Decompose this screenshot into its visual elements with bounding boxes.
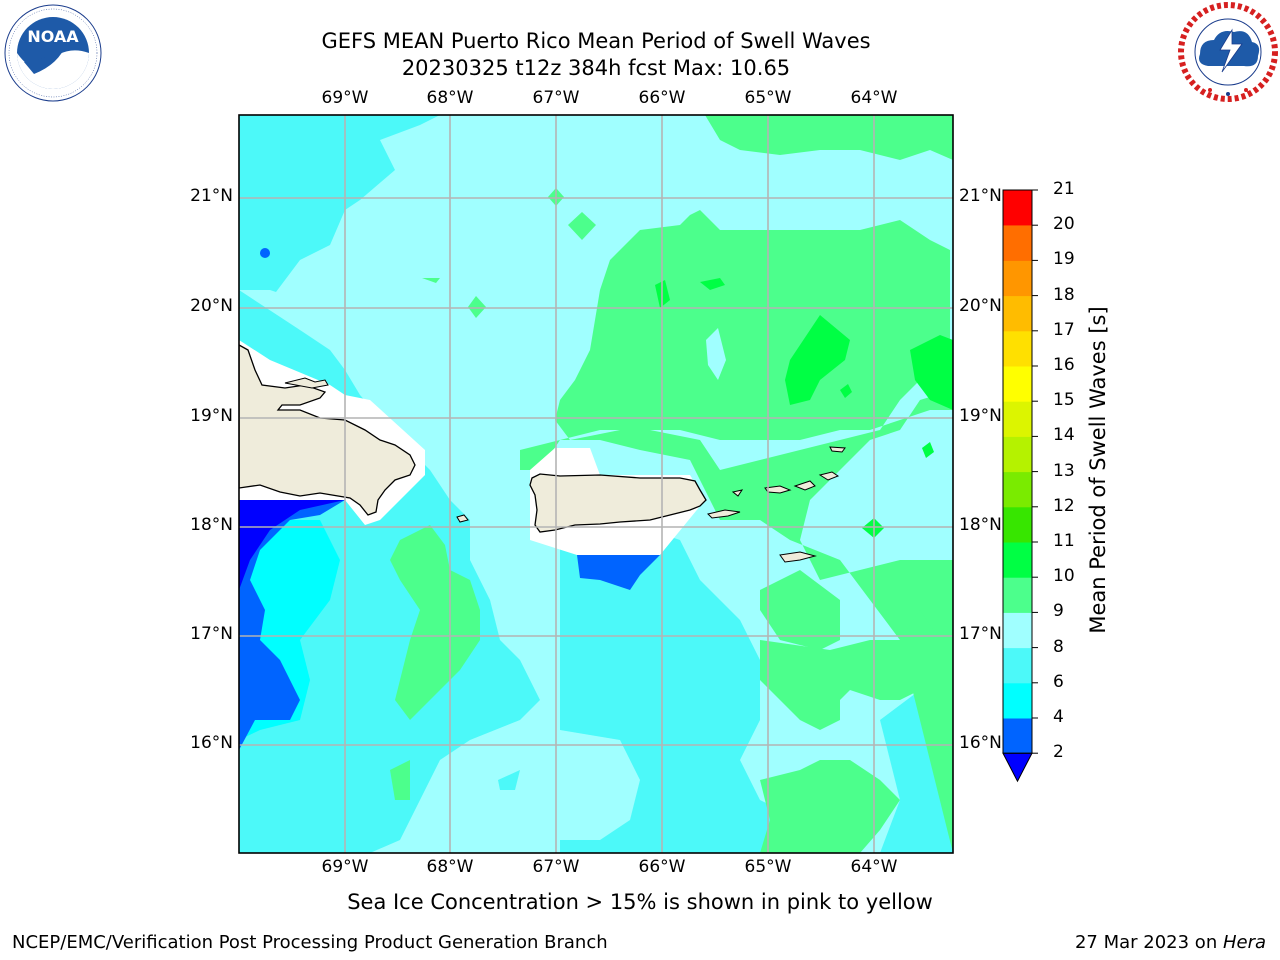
colorbar-tick-label: 16 (1053, 355, 1075, 375)
map-frame (238, 114, 954, 854)
chart-subtitle: 20230325 t12z 384h fcst Max: 10.65 (401, 56, 791, 80)
field-lt2 (239, 500, 345, 590)
lat-label-left: 18°N (190, 515, 233, 535)
lon-label-bottom: 66°W (638, 857, 686, 877)
field-9-10-east (520, 115, 953, 853)
colorbar-band (1003, 506, 1032, 543)
lat-label-right: 21°N (959, 186, 1002, 206)
field-2-4 (239, 500, 345, 750)
nws-logo (1178, 2, 1278, 106)
colorbar-tick-label: 17 (1053, 319, 1075, 340)
lat-label-right: 17°N (959, 624, 1002, 644)
colorbar (1002, 189, 1038, 783)
colorbar-tick-label: 18 (1053, 284, 1075, 305)
colorbar-band (1003, 436, 1032, 473)
lon-label-top: 68°W (426, 88, 474, 108)
colorbar-tick-label: 8 (1053, 636, 1064, 657)
colorbar-band (1003, 682, 1032, 719)
colorbar-tick-label: 13 (1053, 460, 1075, 481)
lon-label-bottom: 64°W (850, 857, 898, 877)
colorbar-band (1003, 647, 1032, 684)
colorbar-band (1003, 366, 1032, 402)
noaa-logo-text: NOAA (27, 27, 79, 46)
lat-label-left: 21°N (190, 186, 233, 206)
lon-label-top: 65°W (744, 88, 792, 108)
lat-label-left: 17°N (190, 624, 233, 644)
lon-label-top: 67°W (532, 88, 580, 108)
lon-label-top: 66°W (638, 88, 686, 108)
colorbar-tick-label: 21 (1053, 179, 1075, 199)
lat-label-right: 16°N (959, 733, 1002, 753)
sea-ice-note: Sea Ice Concentration > 15% is shown in … (347, 890, 933, 914)
map-grid (239, 115, 953, 853)
colorbar-band (1003, 577, 1032, 613)
colorbar-tick-label: 11 (1053, 531, 1075, 551)
footer-date-text: 27 Mar 2023 on (1074, 932, 1223, 953)
footer-date: 27 Mar 2023 on Hera (1075, 932, 1266, 953)
lon-label-bottom: 69°W (321, 857, 369, 877)
noaa-logo: NOAA (4, 4, 102, 106)
colorbar-band (1003, 401, 1032, 437)
field-2-4-south-pr (577, 555, 660, 590)
lat-label-right: 18°N (959, 515, 1002, 535)
lat-label-right: 19°N (959, 406, 1002, 426)
chart-title: GEFS MEAN Puerto Rico Mean Period of Swe… (321, 29, 871, 53)
colorbar-tick-label: 4 (1053, 707, 1064, 727)
footer-credit: NCEP/EMC/Verification Post Processing Pr… (12, 932, 608, 953)
lat-label-left: 20°N (190, 296, 233, 316)
lon-label-bottom: 67°W (532, 857, 580, 877)
colorbar-band (1003, 718, 1032, 754)
colorbar-band (1003, 295, 1032, 332)
colorbar-title: Mean Period of Swell Waves [s] (1086, 306, 1110, 634)
colorbar-tick-label: 10 (1053, 566, 1075, 587)
colorbar-under-triangle (1002, 752, 1033, 783)
colorbar-tick-label: 20 (1053, 214, 1075, 235)
colorbar-band (1003, 330, 1032, 367)
colorbar-band (1003, 260, 1032, 297)
colorbar-tick-label: 12 (1053, 495, 1075, 516)
colorbar-band (1003, 471, 1032, 508)
lon-label-top: 64°W (850, 88, 898, 108)
lon-label-top: 69°W (321, 88, 369, 108)
lat-label-left: 19°N (190, 406, 233, 426)
colorbar-band (1003, 225, 1032, 261)
colorbar-tick-label: 2 (1053, 742, 1064, 763)
lat-label-right: 20°N (959, 296, 1002, 316)
colorbar-tick-label: 15 (1053, 390, 1075, 411)
colorbar-band (1003, 542, 1032, 578)
colorbar-band (1003, 190, 1032, 226)
colorbar-tick-label: 19 (1053, 249, 1075, 270)
swell-period-field (239, 115, 953, 853)
colorbar-tick-label: 6 (1053, 671, 1064, 692)
footer-host: Hera (1222, 932, 1266, 953)
lon-label-bottom: 65°W (744, 857, 792, 877)
lon-label-bottom: 68°W (426, 857, 474, 877)
field-9-10-west (390, 525, 480, 720)
colorbar-tick-label: 14 (1053, 425, 1075, 446)
colorbar-tick-label: 9 (1053, 601, 1064, 622)
field-10-11 (785, 315, 850, 405)
lat-label-left: 16°N (190, 733, 233, 753)
colorbar-band (1003, 612, 1032, 649)
